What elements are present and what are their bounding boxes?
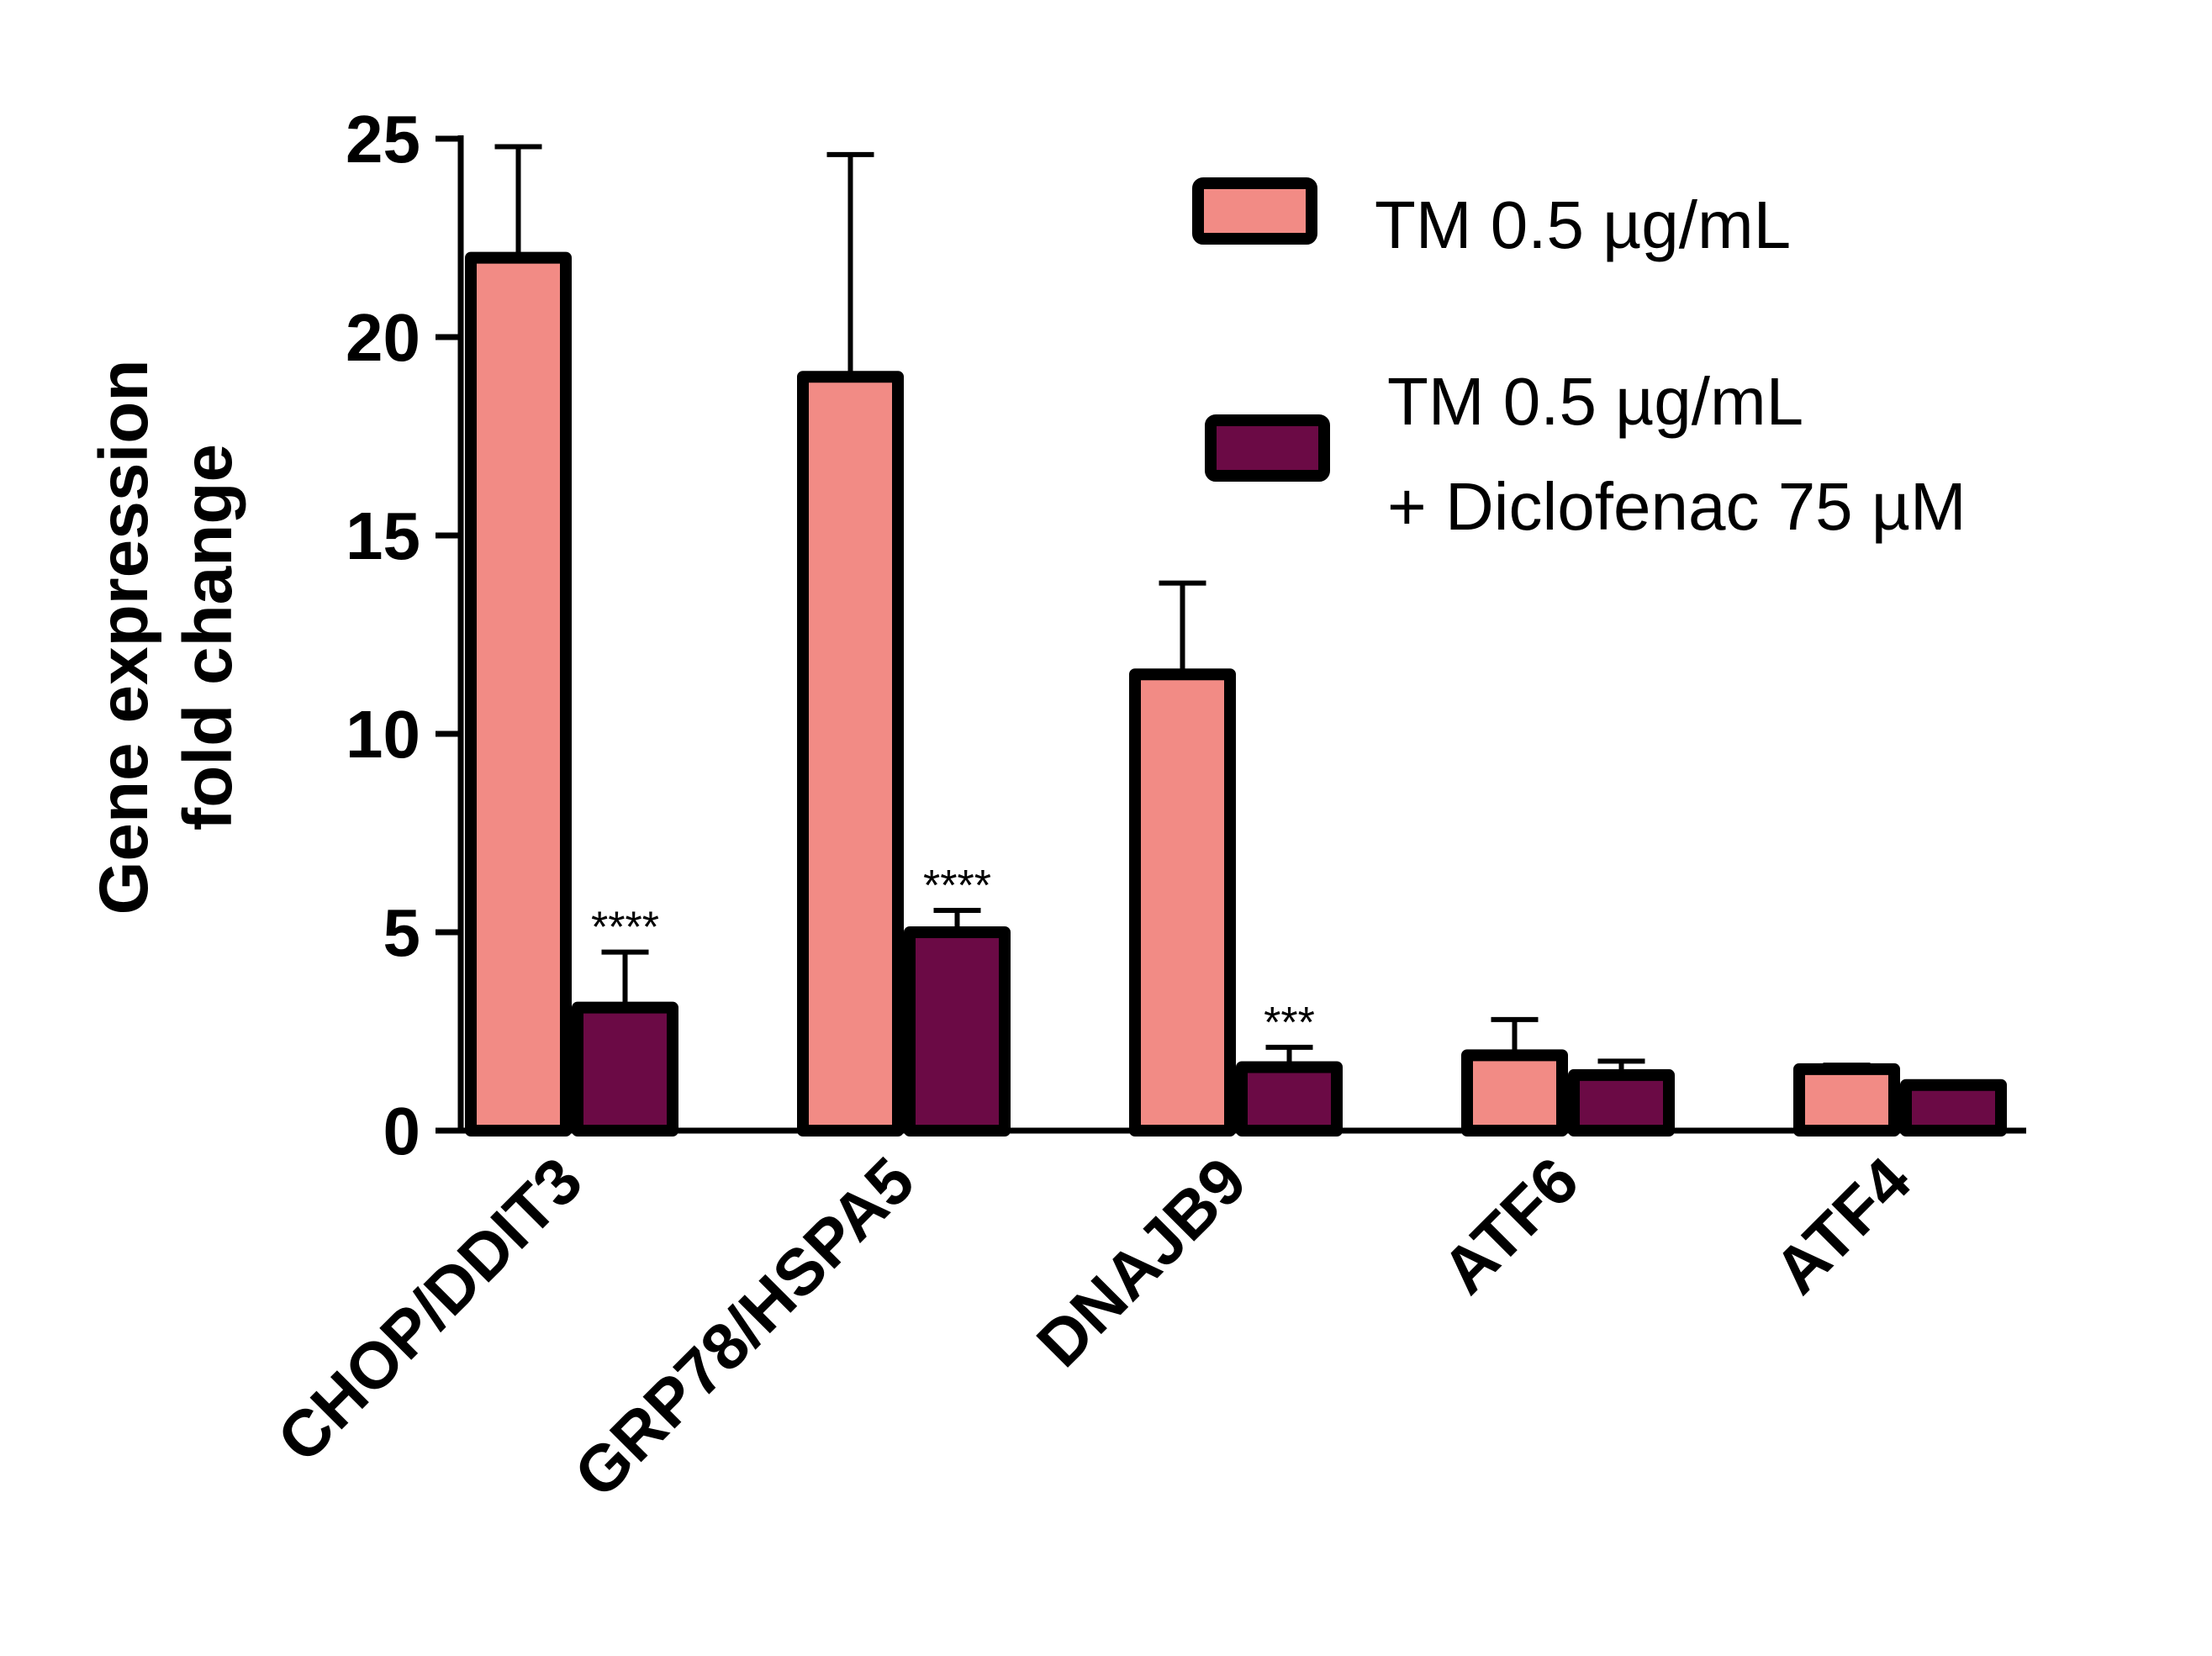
bar-tm-diclofenac-atf6 [1568, 1068, 1675, 1137]
y-tick-label: 20 [346, 300, 420, 375]
bars-layer: *********** [465, 144, 2007, 1137]
y-tick-label: 5 [383, 895, 421, 970]
bar-tm-chop-ddit3 [465, 251, 572, 1137]
y-axis-title-line-1: Gene expression [86, 360, 162, 915]
significance-label: **** [591, 904, 659, 952]
legend-label-tm-diclofenac-line-1: TM 0.5 µg/mL [1387, 364, 1803, 439]
legend-label-tm-line-1: TM 0.5 µg/mL [1375, 187, 1791, 262]
bar-tm-atf6 [1461, 1049, 1568, 1137]
bar-tm-atf4 [1793, 1063, 1900, 1137]
significance-label: *** [1264, 999, 1315, 1047]
legend-swatch-tm-diclofenac [1205, 414, 1330, 482]
y-tick-label: 0 [383, 1094, 421, 1168]
legend-swatch-tm [1192, 177, 1317, 245]
y-axis-title-line-2: fold change [170, 444, 246, 831]
x-tick-label: ATF6 [1428, 1143, 1592, 1308]
y-axis-title: Gene expression fold change [86, 360, 246, 915]
bar-tm-diclofenac-atf4 [1900, 1079, 2007, 1137]
x-tick-label: DNAJB9 [1022, 1143, 1260, 1381]
bar-tm-dnajb9 [1129, 668, 1236, 1137]
y-tick-label: 15 [346, 498, 420, 573]
bar-tm-diclofenac-chop-ddit3 [572, 1001, 678, 1137]
x-tick-label: CHOP/DDIT3 [263, 1143, 596, 1476]
legend: TM 0.5 µg/mL TM 0.5 µg/mL + Diclofenac 75 … [1192, 177, 1967, 544]
bar-tm-diclofenac-dnajb9 [1236, 1061, 1343, 1137]
bar-tm-grp78-hspa5 [797, 371, 904, 1137]
significance-label: **** [923, 862, 991, 910]
y-tick-label: 10 [346, 697, 420, 772]
x-tick-label: GRP78/HSPA5 [560, 1143, 928, 1511]
legend-label-tm-diclofenac-line-2: + Diclofenac 75 µM [1387, 469, 1967, 544]
bar-tm-diclofenac-grp78-hspa5 [904, 926, 1011, 1137]
y-tick-label: 25 [346, 102, 420, 177]
x-tick-label: ATF4 [1760, 1143, 1924, 1308]
